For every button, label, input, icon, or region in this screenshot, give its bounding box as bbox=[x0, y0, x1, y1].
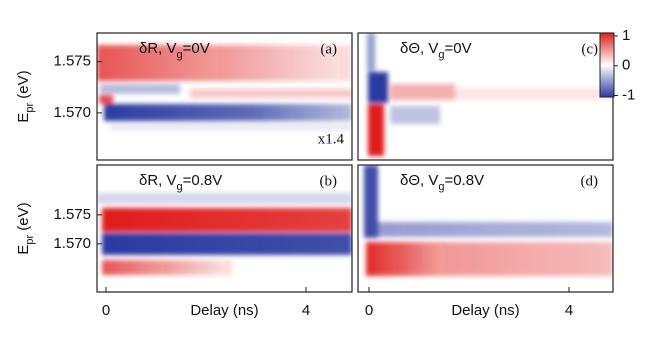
heatmap-d bbox=[364, 165, 613, 276]
y-axis-label-sub: pr bbox=[24, 103, 36, 113]
panel-label: (a) bbox=[320, 41, 337, 57]
panel-title-sub: g bbox=[438, 49, 444, 61]
annotation: x1.4 bbox=[318, 131, 345, 147]
panel-title-part: =0.8V bbox=[444, 172, 484, 189]
panel-frame bbox=[96, 164, 353, 293]
panel-title: δR, Vg=0.8V bbox=[139, 172, 222, 193]
panel-title-part: =0V bbox=[444, 40, 471, 57]
heatmap-c bbox=[367, 33, 613, 156]
y-axis-label-part: E bbox=[15, 113, 32, 123]
y-axis-label-part: (eV) bbox=[15, 70, 32, 103]
panel-title-sub: g bbox=[177, 181, 183, 193]
y-tick-label: 1.570 bbox=[53, 104, 91, 121]
panel-label: (d) bbox=[581, 173, 599, 189]
y-axis-label-part: E bbox=[15, 245, 32, 255]
panel-label: (b) bbox=[320, 173, 338, 189]
x-tick-label: 0 bbox=[365, 302, 373, 319]
heatmap-a bbox=[97, 45, 352, 130]
y-axis-label: Epr (eV) bbox=[15, 70, 36, 122]
panel-label: (c) bbox=[581, 41, 598, 57]
y-axis-label: Epr (eV) bbox=[15, 202, 36, 254]
y-tick-label: 1.575 bbox=[53, 206, 91, 223]
x-axis-label: Delay (ns) bbox=[451, 302, 519, 319]
panel-title: δΘ, Vg=0.8V bbox=[400, 172, 484, 193]
x-tick-label: 4 bbox=[565, 302, 573, 319]
panel-frame bbox=[357, 164, 614, 293]
colorbar-tick-label: -1 bbox=[622, 86, 635, 103]
colorbar-tick-label: 0 bbox=[622, 57, 630, 74]
x-axis-label: Delay (ns) bbox=[190, 302, 258, 319]
colorbar-tick-label: 1 bbox=[622, 27, 630, 44]
panel-frame bbox=[96, 32, 353, 161]
panel-title-part: δΘ, V bbox=[400, 172, 438, 189]
panel-title-sub: g bbox=[438, 181, 444, 193]
y-tick-label: 1.575 bbox=[53, 53, 91, 70]
panel-title: δR, Vg=0V bbox=[139, 40, 210, 61]
y-tick-label: 1.570 bbox=[53, 235, 91, 252]
heatmap-b bbox=[97, 193, 352, 275]
panel-title-part: δR, V bbox=[139, 172, 177, 189]
x-tick-label: 4 bbox=[302, 302, 310, 319]
y-axis-label-sub: pr bbox=[24, 235, 36, 245]
x-tick-label: 0 bbox=[102, 302, 110, 319]
panel-title-sub: g bbox=[177, 49, 183, 61]
panel-title-part: δR, V bbox=[139, 40, 177, 57]
panel-title-part: =0.8V bbox=[183, 172, 223, 189]
panel-title-part: δΘ, V bbox=[400, 40, 438, 57]
panel-title: δΘ, Vg=0V bbox=[400, 40, 472, 61]
colorbar bbox=[599, 32, 615, 98]
panel-title-part: =0V bbox=[183, 40, 210, 57]
y-axis-label-part: (eV) bbox=[15, 202, 32, 235]
